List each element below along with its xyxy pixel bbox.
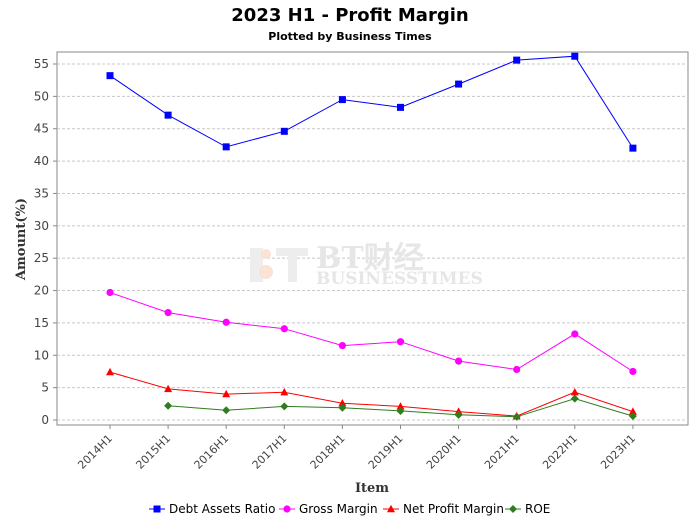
data-point — [280, 127, 288, 135]
data-point — [280, 387, 289, 396]
data-point — [164, 384, 173, 393]
legend-item: Net Profit Margin — [383, 502, 504, 516]
data-point — [513, 365, 521, 374]
x-axis-label: Item — [355, 481, 389, 496]
data-point — [338, 403, 347, 412]
y-tick-label: 15 — [34, 316, 49, 330]
y-tick-label: 20 — [34, 284, 49, 298]
legend-marker — [387, 504, 395, 513]
data-point — [164, 111, 172, 119]
data-point — [628, 412, 637, 421]
data-point — [222, 143, 230, 151]
data-point — [455, 357, 463, 365]
data-point — [164, 401, 173, 410]
data-point — [629, 367, 637, 376]
x-tick-label: 2021H1 — [482, 432, 522, 472]
y-tick-label: 50 — [34, 89, 49, 103]
y-tick-label: 0 — [41, 413, 49, 427]
legend-item: Debt Assets Ratio — [149, 502, 275, 516]
data-point — [454, 410, 463, 419]
legend-label: Debt Assets Ratio — [169, 502, 275, 516]
chart-title: 2023 H1 - Profit Margin — [231, 5, 468, 26]
data-point — [338, 398, 347, 407]
data-point — [106, 367, 114, 376]
data-point — [280, 325, 288, 333]
data-point — [628, 407, 637, 415]
data-point — [397, 103, 404, 111]
y-tick-label: 25 — [34, 251, 49, 265]
y-tick-label: 35 — [34, 186, 49, 200]
data-point — [571, 330, 579, 338]
x-tick-label: 2016H1 — [192, 432, 232, 472]
series-line — [109, 55, 634, 149]
y-tick-label: 40 — [34, 154, 49, 168]
legend-label: Gross Margin — [299, 502, 378, 516]
data-point — [222, 389, 231, 398]
data-point — [222, 318, 230, 326]
legend-item: Gross Margin — [279, 502, 378, 516]
watermark-logo — [250, 248, 308, 282]
legend-label: ROE — [525, 502, 550, 516]
x-tick-label: 2018H1 — [308, 432, 348, 472]
data-point — [106, 288, 114, 297]
series-gross-margin — [106, 288, 637, 376]
x-tick-label: 2017H1 — [250, 432, 290, 472]
x-axis: 2014H1 2015H1 2016H1 2017H1 2018H1 2019H1 2020… — [75, 425, 638, 472]
series-line — [109, 292, 634, 372]
y-tick-label: 45 — [34, 122, 49, 136]
legend-marker — [283, 505, 291, 513]
data-point — [513, 56, 521, 64]
data-point — [396, 406, 405, 415]
data-point — [222, 406, 231, 415]
data-point — [338, 341, 346, 350]
legend-item: ROE — [505, 502, 550, 516]
data-point — [280, 402, 289, 411]
y-tick-label: 10 — [34, 348, 49, 362]
data-point — [338, 96, 346, 104]
x-tick-label: 2014H1 — [75, 432, 115, 472]
data-point — [106, 72, 114, 80]
plot-area — [56, 51, 689, 426]
legend-marker — [153, 505, 161, 513]
series-debt-assets-ratio — [106, 52, 637, 152]
x-tick-label: 2020H1 — [424, 432, 464, 472]
legend-marker — [509, 505, 517, 513]
x-tick-label: 2023H1 — [598, 432, 638, 472]
data-point — [512, 412, 521, 421]
series-layer — [106, 52, 637, 421]
legend: Debt Assets Ratio Gross Margin Net Profit … — [149, 502, 550, 516]
data-point — [571, 52, 579, 60]
data-point — [396, 402, 405, 410]
y-tick-label: 55 — [34, 57, 49, 71]
x-tick-label: 2022H1 — [540, 432, 580, 472]
legend-label: Net Profit Margin — [403, 502, 504, 516]
series-roe — [164, 394, 637, 421]
x-tick-label: 2015H1 — [133, 432, 173, 472]
watermark: BT财经 BUSINESSTIMES — [250, 241, 483, 289]
y-tick-label: 5 — [41, 381, 49, 395]
data-point — [164, 308, 172, 317]
data-point — [570, 387, 579, 396]
data-point — [570, 394, 579, 403]
chart-subtitle: Plotted by Business Times — [268, 30, 432, 43]
watermark-brand-text: BUSINESSTIMES — [316, 269, 483, 289]
y-axis-label: Amount(%) — [14, 198, 29, 281]
y-tick-label: 30 — [34, 219, 49, 233]
data-point — [455, 80, 463, 88]
series-line — [109, 371, 634, 417]
y-axis: 0 5 10 15 20 25 30 35 40 45 50 55 — [34, 57, 57, 427]
watermark-logo-text: BT财经 — [316, 241, 424, 276]
x-tick-label: 2019H1 — [366, 432, 406, 472]
data-point — [629, 144, 637, 152]
data-point — [396, 338, 405, 346]
